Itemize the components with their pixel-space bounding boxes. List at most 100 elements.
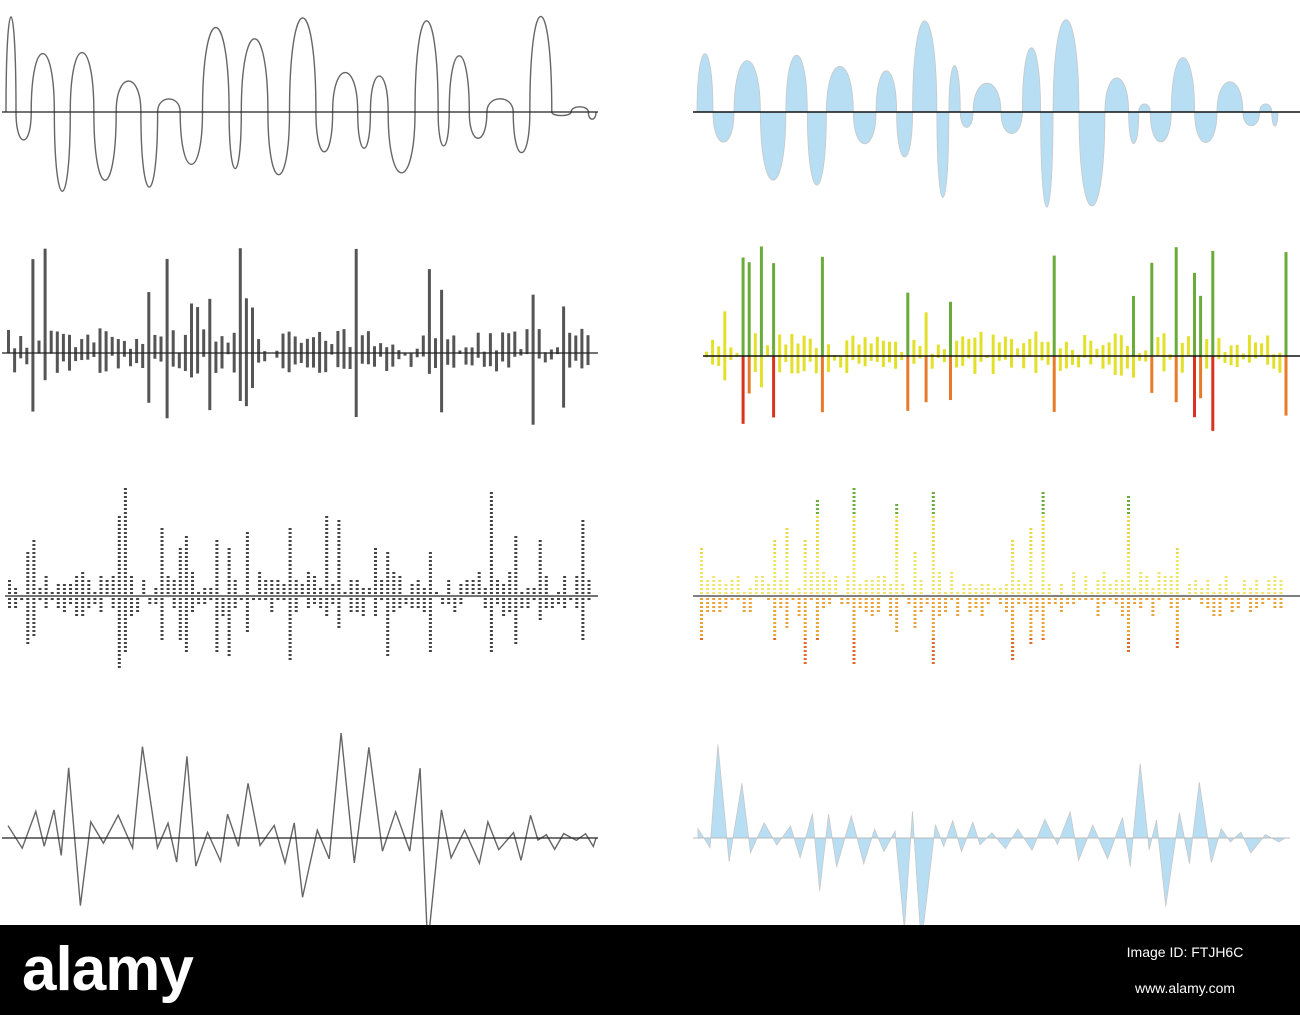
- dot: [178, 592, 182, 594]
- dot: [815, 588, 819, 590]
- dot: [700, 552, 703, 554]
- dot: [876, 592, 880, 594]
- dot: [828, 584, 832, 586]
- bar: [373, 346, 376, 353]
- dot: [1041, 634, 1045, 636]
- bar: [586, 353, 590, 366]
- dot: [69, 602, 72, 604]
- dot: [184, 634, 188, 636]
- dot: [178, 556, 182, 558]
- bar: [1254, 356, 1257, 359]
- dot: [846, 584, 850, 586]
- dot: [1029, 642, 1033, 644]
- dot: [288, 528, 292, 530]
- dot: [453, 602, 457, 604]
- dot: [1029, 614, 1033, 616]
- dot: [1011, 602, 1015, 604]
- bar: [1083, 356, 1087, 358]
- dot: [75, 610, 79, 612]
- dot: [1011, 564, 1015, 566]
- dot: [767, 584, 771, 586]
- dot: [380, 588, 384, 590]
- bar: [159, 353, 163, 362]
- bar: [31, 353, 35, 412]
- dot: [974, 592, 978, 594]
- dot: [754, 592, 758, 594]
- dot: [950, 580, 954, 582]
- bar: [110, 353, 114, 356]
- dot: [1206, 602, 1210, 604]
- dot: [117, 630, 121, 632]
- dot: [712, 602, 716, 604]
- bar: [936, 356, 940, 358]
- dot: [374, 602, 377, 604]
- dot: [349, 592, 353, 594]
- dot: [233, 592, 237, 594]
- bar: [196, 307, 200, 353]
- dot: [712, 588, 716, 590]
- dot: [815, 592, 819, 594]
- dot: [428, 618, 432, 620]
- dot: [950, 592, 954, 594]
- dot: [227, 642, 231, 644]
- dot: [111, 602, 115, 604]
- dot: [1127, 576, 1130, 578]
- dot: [742, 610, 746, 612]
- dot: [1175, 630, 1179, 632]
- dot: [706, 580, 710, 582]
- bar: [202, 353, 206, 357]
- dot: [1041, 564, 1045, 566]
- dot: [968, 592, 972, 594]
- bar: [43, 353, 47, 381]
- dot: [75, 576, 79, 578]
- dot: [858, 602, 862, 604]
- dot: [428, 556, 432, 558]
- bar: [501, 353, 505, 362]
- dot: [815, 606, 819, 608]
- dot: [270, 584, 274, 586]
- bar: [1150, 262, 1154, 356]
- dot: [1011, 580, 1015, 582]
- dot: [514, 584, 518, 586]
- dot: [998, 602, 1002, 604]
- dot: [81, 584, 85, 586]
- dot: [56, 588, 60, 590]
- dot: [81, 572, 85, 574]
- dot: [962, 588, 966, 590]
- dot: [331, 588, 335, 590]
- dot: [337, 614, 341, 616]
- bar: [61, 353, 65, 362]
- dot: [392, 598, 396, 600]
- dot: [56, 584, 60, 586]
- bar: [434, 353, 437, 369]
- dot: [337, 524, 341, 526]
- dot: [62, 588, 66, 590]
- dot: [489, 556, 493, 558]
- bar: [1101, 356, 1105, 369]
- dot: [306, 580, 310, 582]
- dot: [538, 568, 542, 570]
- dot: [1114, 584, 1118, 586]
- dot: [828, 580, 832, 582]
- dot: [136, 606, 140, 608]
- dot: [117, 606, 121, 608]
- dot: [1127, 638, 1130, 640]
- dot: [313, 592, 316, 594]
- dot: [815, 504, 819, 506]
- dot: [706, 592, 710, 594]
- bar: [1052, 356, 1056, 412]
- dot: [785, 614, 789, 616]
- dot: [815, 540, 819, 542]
- dot: [264, 580, 268, 582]
- dot: [876, 584, 880, 586]
- dot: [489, 516, 493, 518]
- dot: [962, 592, 966, 594]
- dot: [761, 584, 764, 586]
- dot: [1005, 598, 1008, 600]
- dot: [508, 610, 512, 612]
- dot: [215, 592, 219, 594]
- dot: [270, 588, 274, 590]
- dot: [700, 618, 703, 620]
- dot: [1108, 598, 1112, 600]
- dot: [215, 556, 219, 558]
